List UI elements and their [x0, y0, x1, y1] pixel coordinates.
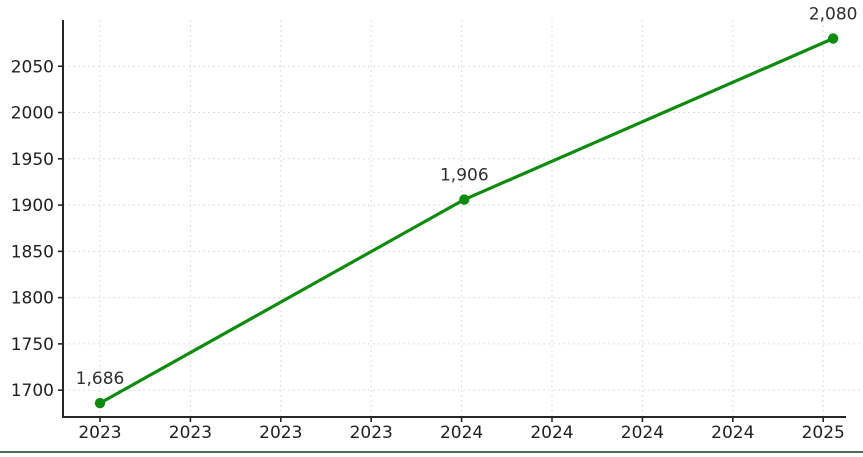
data-point-marker	[827, 33, 839, 44]
data-point-marker	[94, 397, 106, 409]
x-tick-label: 2023	[78, 423, 121, 443]
data-point-marker	[459, 194, 470, 205]
series-line	[98, 36, 835, 405]
x-tick-label: 2023	[350, 423, 393, 443]
y-tick-label: 1900	[11, 196, 54, 216]
y-tick-label: 1800	[11, 289, 54, 309]
data-point-label: 1,906	[440, 166, 489, 186]
x-tick-label: 2023	[169, 423, 212, 443]
y-tick-label: 1700	[11, 381, 54, 401]
data-point-label: 1,686	[76, 369, 125, 389]
y-tick-label: 2050	[11, 57, 54, 77]
x-tick-label: 2024	[440, 423, 483, 443]
data-point-label: 2,080	[809, 5, 858, 25]
y-tick-label: 1850	[11, 242, 54, 262]
bottom-separator-line	[0, 451, 863, 453]
y-tick-label: 1950	[11, 150, 54, 170]
x-tick-label: 2023	[259, 423, 302, 443]
x-tick-label: 2025	[802, 423, 845, 443]
x-tick-label: 2024	[621, 423, 664, 443]
x-tick-label: 2024	[530, 423, 573, 443]
y-tick-label: 2000	[11, 104, 54, 124]
y-tick-label: 1750	[11, 335, 54, 355]
x-tick-label: 2024	[711, 423, 754, 443]
